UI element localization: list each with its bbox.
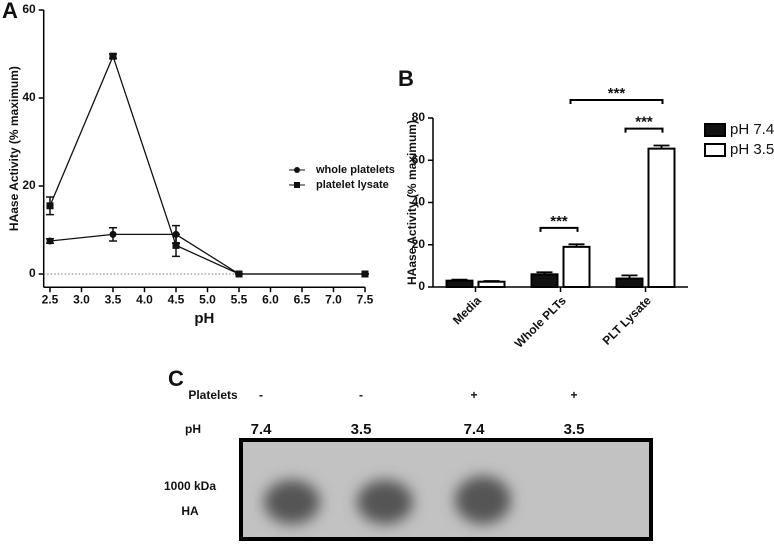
- significance-bracket: [539, 226, 579, 232]
- ph-value: 3.5: [564, 421, 585, 438]
- x-tick-label: 4.5: [168, 292, 185, 306]
- legend-swatch: [704, 123, 726, 137]
- bar: [477, 280, 506, 288]
- y-axis-label: HAase Activity (% maximum): [7, 66, 21, 231]
- legend-label: platelet lysate: [316, 179, 389, 191]
- row-label: pH: [185, 422, 201, 436]
- ph-value: 7.4: [251, 421, 273, 438]
- x-tick-label: Whole PLTs: [512, 293, 569, 350]
- significance-label: ***: [550, 213, 568, 230]
- y-tick-label: 0: [29, 266, 36, 280]
- platelet-sign: +: [570, 388, 577, 402]
- x-axis-label: pH: [194, 310, 214, 327]
- x-tick-label: 4.0: [136, 292, 153, 306]
- x-tick-label: PLT Lysate: [600, 293, 654, 347]
- legend-label: pH 3.5: [730, 141, 774, 158]
- legend-swatch: [704, 143, 726, 157]
- row-label: Platelets: [188, 388, 238, 402]
- y-tick-label: 40: [22, 90, 36, 104]
- x-tick-label: 3.0: [73, 292, 90, 306]
- band-label: HA: [181, 504, 199, 518]
- y-tick-label: 80: [412, 110, 426, 124]
- bar: [647, 147, 676, 288]
- marker: [46, 202, 54, 210]
- y-tick-label: 60: [412, 152, 426, 166]
- marker: [46, 237, 54, 245]
- marker: [235, 270, 243, 278]
- panel-label: A: [2, 0, 18, 23]
- series-line: [49, 233, 365, 275]
- panel-label: B: [398, 66, 414, 91]
- significance-bracket: [624, 127, 664, 133]
- platelet-sign: +: [470, 388, 477, 402]
- x-tick-label: 2.5: [42, 292, 59, 306]
- gel-band: [357, 480, 413, 524]
- y-tick-label: 20: [22, 178, 36, 192]
- significance-label: ***: [608, 85, 626, 102]
- marker: [361, 270, 369, 278]
- platelet-sign: -: [259, 388, 263, 402]
- y-tick-label: 20: [412, 237, 426, 251]
- legend-label: pH 7.4: [730, 121, 774, 138]
- bar: [530, 273, 559, 289]
- x-tick-label: 6.5: [294, 292, 311, 306]
- y-axis-label: HAase Activity (% maximum): [405, 120, 419, 285]
- marker: [109, 52, 117, 60]
- significance-label: ***: [635, 114, 653, 131]
- significance-bracket: [569, 99, 664, 104]
- gel-band: [455, 476, 511, 524]
- x-tick-label: 5.5: [231, 292, 248, 306]
- x-tick-label: 3.5: [105, 292, 122, 306]
- x-tick-label: Media: [450, 293, 484, 327]
- marker: [109, 230, 117, 238]
- marker: [172, 241, 180, 249]
- bar: [562, 245, 591, 289]
- band-label: 1000 kDa: [164, 479, 216, 493]
- gel-band: [264, 480, 320, 524]
- legend-label: whole platelets: [315, 164, 395, 176]
- y-tick-label: 0: [418, 279, 425, 293]
- platelet-sign: -: [359, 388, 363, 402]
- ph-value: 7.4: [464, 421, 486, 438]
- x-tick-label: 5.0: [199, 292, 216, 306]
- x-tick-label: 7.5: [357, 292, 374, 306]
- y-tick-label: 60: [22, 2, 36, 16]
- gel: [239, 438, 653, 541]
- ph-value: 3.5: [351, 421, 372, 438]
- bar: [445, 279, 474, 289]
- x-tick-label: 7.0: [325, 292, 342, 306]
- bar: [615, 277, 644, 288]
- panel-label: C: [168, 366, 184, 391]
- x-tick-label: 6.0: [262, 292, 279, 306]
- y-tick-label: 40: [412, 195, 426, 209]
